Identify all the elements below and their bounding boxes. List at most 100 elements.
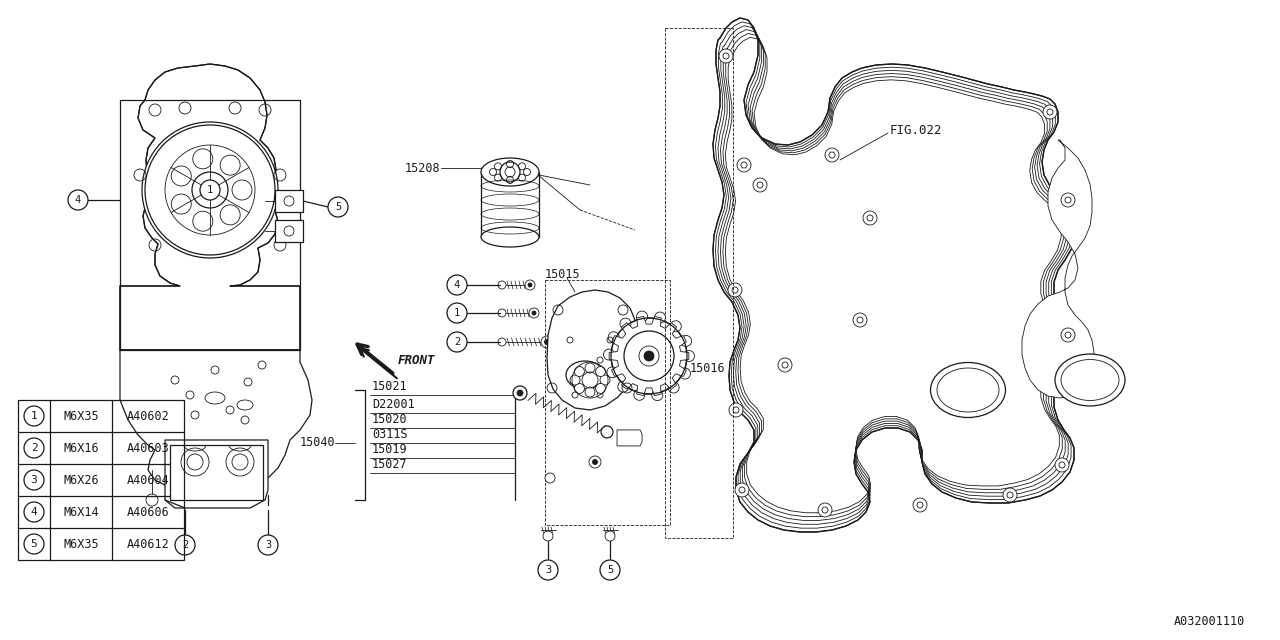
Ellipse shape — [481, 227, 539, 247]
Ellipse shape — [931, 362, 1006, 417]
Circle shape — [605, 531, 614, 541]
Polygon shape — [713, 18, 1076, 532]
Circle shape — [589, 456, 602, 468]
Circle shape — [611, 318, 687, 394]
Text: 15015: 15015 — [545, 269, 581, 282]
Circle shape — [600, 375, 611, 385]
Text: A40606: A40606 — [127, 506, 169, 518]
Circle shape — [24, 438, 44, 458]
Polygon shape — [120, 64, 300, 350]
Circle shape — [259, 535, 278, 555]
Circle shape — [205, 185, 215, 195]
Circle shape — [593, 460, 598, 465]
Circle shape — [585, 387, 595, 397]
Circle shape — [532, 311, 536, 315]
Circle shape — [728, 283, 742, 297]
Circle shape — [644, 351, 654, 361]
Circle shape — [652, 390, 663, 401]
Circle shape — [719, 49, 733, 63]
Text: 1: 1 — [207, 185, 214, 195]
Circle shape — [595, 383, 605, 394]
Circle shape — [529, 283, 532, 287]
Text: M6X35: M6X35 — [63, 410, 99, 422]
Text: 4: 4 — [454, 280, 460, 290]
Circle shape — [175, 535, 195, 555]
Text: 4: 4 — [31, 507, 37, 517]
Text: 15027: 15027 — [372, 458, 407, 471]
Circle shape — [447, 275, 467, 295]
Circle shape — [544, 339, 549, 344]
Circle shape — [68, 190, 88, 210]
Text: 15016: 15016 — [690, 362, 726, 374]
Circle shape — [525, 280, 535, 290]
Text: 5: 5 — [335, 202, 342, 212]
Circle shape — [1061, 328, 1075, 342]
Circle shape — [142, 122, 278, 258]
Circle shape — [604, 349, 614, 360]
Circle shape — [24, 502, 44, 522]
Circle shape — [607, 367, 618, 378]
Circle shape — [538, 560, 558, 580]
Text: 15040: 15040 — [300, 436, 335, 449]
Circle shape — [541, 336, 553, 348]
Ellipse shape — [1055, 354, 1125, 406]
Circle shape — [636, 311, 648, 322]
Ellipse shape — [566, 361, 604, 389]
Text: A40603: A40603 — [127, 442, 169, 454]
Text: M6X35: M6X35 — [63, 538, 99, 550]
Text: 2: 2 — [31, 443, 37, 453]
Circle shape — [852, 313, 867, 327]
Polygon shape — [1021, 140, 1094, 398]
Text: 4: 4 — [74, 195, 81, 205]
Text: FIG.022: FIG.022 — [890, 124, 942, 136]
Polygon shape — [609, 316, 689, 396]
Text: 3: 3 — [545, 565, 552, 575]
Circle shape — [608, 332, 620, 343]
Circle shape — [1004, 488, 1018, 502]
Circle shape — [680, 368, 690, 379]
Text: A40612: A40612 — [127, 538, 169, 550]
Text: FRONT: FRONT — [398, 353, 435, 367]
Polygon shape — [617, 430, 643, 446]
Polygon shape — [165, 440, 268, 508]
Circle shape — [1043, 105, 1057, 119]
Ellipse shape — [481, 158, 539, 186]
Circle shape — [818, 503, 832, 517]
Text: A40602: A40602 — [127, 410, 169, 422]
Circle shape — [585, 363, 595, 373]
Circle shape — [600, 560, 620, 580]
Circle shape — [863, 211, 877, 225]
Circle shape — [447, 332, 467, 352]
Circle shape — [1055, 458, 1069, 472]
Circle shape — [513, 386, 527, 400]
Text: 2: 2 — [454, 337, 460, 347]
Circle shape — [735, 483, 749, 497]
Circle shape — [753, 178, 767, 192]
Bar — [545, 280, 669, 525]
Circle shape — [778, 358, 792, 372]
Circle shape — [1061, 193, 1075, 207]
Circle shape — [24, 406, 44, 426]
Circle shape — [737, 158, 751, 172]
Text: M6X16: M6X16 — [63, 442, 99, 454]
Circle shape — [730, 403, 742, 417]
Text: 1: 1 — [454, 308, 460, 318]
Circle shape — [545, 473, 556, 483]
Text: A40604: A40604 — [127, 474, 169, 486]
Circle shape — [913, 498, 927, 512]
Polygon shape — [120, 350, 312, 492]
Text: A032001110: A032001110 — [1174, 615, 1245, 628]
Text: 5: 5 — [607, 565, 613, 575]
Circle shape — [684, 351, 695, 362]
Text: 15019: 15019 — [372, 443, 407, 456]
Bar — [170, 445, 262, 500]
Circle shape — [671, 321, 681, 332]
Polygon shape — [547, 290, 637, 410]
Text: 5: 5 — [31, 539, 37, 549]
Circle shape — [570, 375, 580, 385]
Text: 15021: 15021 — [372, 380, 407, 393]
Text: 0311S: 0311S — [372, 428, 407, 441]
Circle shape — [634, 389, 645, 400]
Text: 3: 3 — [265, 540, 271, 550]
Bar — [666, 28, 733, 538]
